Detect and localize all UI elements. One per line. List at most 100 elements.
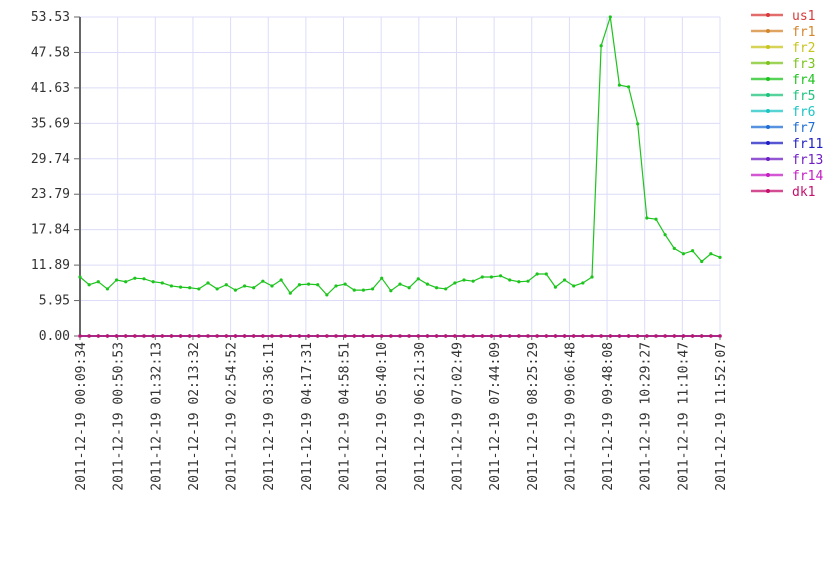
data-point xyxy=(316,283,320,287)
data-point xyxy=(617,334,622,338)
data-point xyxy=(288,291,292,295)
legend-item-fr2: fr2 xyxy=(751,41,815,56)
data-point xyxy=(160,281,164,285)
legend-label: fr2 xyxy=(792,41,815,56)
x-tick-label: 2011-12-19 11:52:07 xyxy=(714,342,729,491)
legend-item-fr6: fr6 xyxy=(751,105,815,120)
data-point xyxy=(279,334,283,338)
data-point xyxy=(270,284,274,288)
data-point xyxy=(517,334,521,338)
data-point xyxy=(453,281,457,285)
data-point xyxy=(151,334,155,338)
data-point xyxy=(224,283,228,287)
data-point xyxy=(389,334,393,338)
x-tick-label: 2011-12-19 11:10:47 xyxy=(676,342,691,491)
data-point xyxy=(718,334,722,338)
data-point xyxy=(343,282,347,286)
data-point xyxy=(608,334,612,338)
data-point xyxy=(224,334,228,338)
data-point xyxy=(288,334,292,338)
data-point xyxy=(380,276,384,280)
data-point xyxy=(471,334,475,338)
legend-marker xyxy=(766,109,770,113)
data-point xyxy=(700,334,704,338)
legend-item-fr1: fr1 xyxy=(751,25,815,40)
data-point xyxy=(407,334,411,338)
data-point xyxy=(416,277,420,281)
y-tick-label: 0.00 xyxy=(39,329,70,344)
data-point xyxy=(87,334,91,338)
y-axis-ticks: 0.00 5.95 11.89 17.84 23.79 29.74 35.69 41.63 47… xyxy=(31,10,80,344)
data-point xyxy=(87,283,91,287)
data-point xyxy=(160,334,164,338)
x-tick-label: 2011-12-19 00:50:53 xyxy=(112,342,127,491)
x-tick-label: 2011-12-19 07:44:09 xyxy=(488,342,503,491)
data-point xyxy=(252,286,256,290)
data-point xyxy=(96,334,100,338)
data-point xyxy=(215,287,219,291)
data-point xyxy=(261,279,265,283)
data-point xyxy=(197,287,201,291)
data-point xyxy=(572,284,576,288)
data-point xyxy=(544,334,548,338)
data-point xyxy=(78,275,82,279)
data-point xyxy=(654,334,658,338)
x-tick-label: 2011-12-19 06:21:30 xyxy=(413,342,428,491)
x-tick-label: 2011-12-19 02:13:32 xyxy=(187,342,202,491)
legend-item-us1: us1 xyxy=(751,9,815,24)
x-tick-label: 2011-12-19 09:48:08 xyxy=(601,342,616,491)
data-point xyxy=(334,334,338,338)
data-point xyxy=(636,122,640,126)
data-point xyxy=(96,280,100,284)
y-tick-label: 53.53 xyxy=(31,10,70,25)
data-point xyxy=(535,334,539,338)
data-point xyxy=(169,334,174,338)
y-tick-label: 23.79 xyxy=(31,187,70,202)
x-tick-label: 2011-12-19 09:06:48 xyxy=(563,342,578,491)
y-tick-label: 35.69 xyxy=(31,116,70,131)
data-point xyxy=(645,216,649,220)
data-point xyxy=(105,334,110,338)
data-point xyxy=(526,334,530,338)
data-point xyxy=(498,334,503,338)
x-tick-label: 2011-12-19 10:29:27 xyxy=(639,342,654,491)
data-point xyxy=(169,284,174,288)
data-point xyxy=(480,275,484,279)
x-tick-label: 2011-12-19 08:25:29 xyxy=(526,342,541,491)
data-point xyxy=(590,275,594,279)
data-point xyxy=(270,334,274,338)
data-point xyxy=(508,278,512,282)
legend-label: fr11 xyxy=(792,137,823,152)
data-point xyxy=(124,280,128,284)
legend-marker xyxy=(766,141,770,145)
data-point xyxy=(142,277,146,281)
data-point xyxy=(572,334,576,338)
data-point xyxy=(562,334,567,338)
data-point xyxy=(297,283,302,287)
legend-label: fr7 xyxy=(792,121,815,136)
data-point xyxy=(498,274,503,278)
data-point xyxy=(681,252,686,256)
legend-marker xyxy=(766,77,770,81)
grid xyxy=(79,16,721,337)
y-tick-label: 11.89 xyxy=(31,258,70,273)
data-point xyxy=(352,334,356,338)
data-point xyxy=(599,44,603,48)
x-tick-label: 2011-12-19 05:40:10 xyxy=(375,342,390,491)
data-point xyxy=(380,334,384,338)
legend-label: fr3 xyxy=(792,57,815,72)
y-tick-label: 5.95 xyxy=(39,294,70,309)
data-point xyxy=(434,286,439,290)
data-point xyxy=(654,217,658,221)
data-point xyxy=(306,282,311,286)
data-point xyxy=(105,287,110,291)
data-point xyxy=(462,334,466,338)
x-tick-label: 2011-12-19 00:09:34 xyxy=(74,342,89,491)
data-point xyxy=(124,334,128,338)
data-point xyxy=(471,279,475,283)
data-point xyxy=(398,282,402,286)
data-point xyxy=(325,293,329,297)
legend-marker xyxy=(766,61,770,65)
data-point xyxy=(690,249,695,253)
data-point xyxy=(370,334,375,338)
